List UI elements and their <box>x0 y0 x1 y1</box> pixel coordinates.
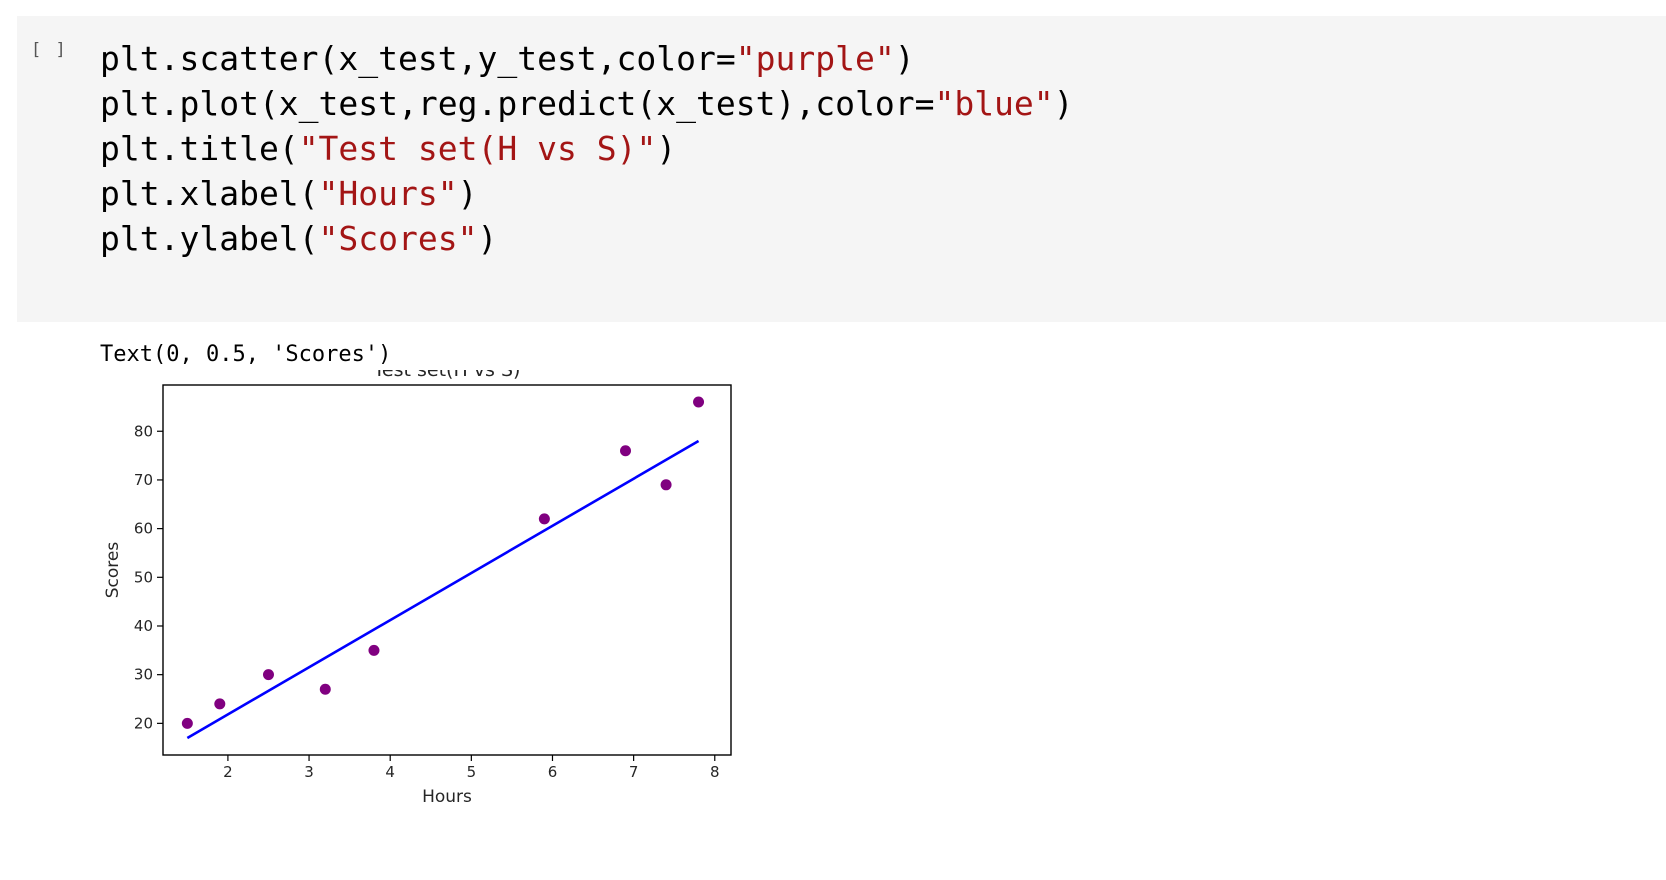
y-tick-label: 60 <box>134 520 153 538</box>
x-axis-label: Hours <box>422 787 472 807</box>
x-tick-label: 2 <box>223 763 233 781</box>
scatter-point <box>620 445 632 457</box>
x-tick-label: 5 <box>467 763 477 781</box>
code-line: plt.title("Test set(H vs S)") <box>100 126 1074 171</box>
y-axis-label: Scores <box>103 542 123 599</box>
code-cell[interactable] <box>17 16 1666 322</box>
scatter-point <box>368 644 380 656</box>
scatter-point <box>538 513 550 525</box>
y-tick-label: 50 <box>134 568 153 586</box>
code-token: ) <box>1053 84 1074 123</box>
code-token: ) <box>656 129 677 168</box>
code-token: plt.plot(x_test,reg.predict(x_test),colo… <box>100 84 935 123</box>
code-token: plt.title( <box>100 129 299 168</box>
string-literal: "Test set(H vs S)" <box>298 129 657 168</box>
y-tick-label: 40 <box>134 617 153 635</box>
cell-output-text: Text(0, 0.5, 'Scores') <box>100 342 392 367</box>
code-line: plt.ylabel("Scores") <box>100 216 1074 261</box>
code-token: ) <box>477 219 498 258</box>
string-literal: "Scores" <box>318 219 478 258</box>
scatter-plot: Test set(H vs S) 2 3 4 5 6 7 8 20 30 40 50 60 70 80 Hou… <box>103 370 732 807</box>
code-token: plt.ylabel( <box>100 219 319 258</box>
code-token: ) <box>894 39 915 78</box>
y-tick-label: 80 <box>134 422 153 440</box>
scatter-point <box>214 698 226 710</box>
code-editor[interactable]: plt.scatter(x_test,y_test,color="purple"… <box>100 36 1074 261</box>
y-tick-label: 70 <box>134 471 153 489</box>
scatter-point <box>262 669 274 681</box>
scatter-point <box>319 683 331 695</box>
code-line: plt.scatter(x_test,y_test,color="purple"… <box>100 36 1074 81</box>
x-tick-label: 6 <box>548 763 558 781</box>
axes-frame <box>162 384 732 756</box>
x-tick-label: 7 <box>629 763 639 781</box>
code-line: plt.plot(x_test,reg.predict(x_test),colo… <box>100 81 1074 126</box>
code-token: ) <box>457 174 478 213</box>
x-tick-label: 4 <box>385 763 395 781</box>
string-literal: "purple" <box>735 39 895 78</box>
code-token: plt.scatter(x_test,y_test,color= <box>100 39 736 78</box>
cell-run-indicator[interactable]: [ ] <box>31 40 68 60</box>
chart-title: Test set(H vs S) <box>373 370 521 381</box>
string-literal: "Hours" <box>318 174 458 213</box>
scatter-point <box>693 396 705 408</box>
code-token: plt.xlabel( <box>100 174 319 213</box>
y-tick-label: 20 <box>134 714 153 732</box>
scatter-point <box>660 479 672 491</box>
string-literal: "blue" <box>934 84 1054 123</box>
x-tick-label: 3 <box>304 763 314 781</box>
y-tick-label: 30 <box>134 666 153 684</box>
code-line: plt.xlabel("Hours") <box>100 171 1074 216</box>
scatter-point <box>181 717 193 729</box>
regression-line <box>186 439 700 740</box>
x-tick-label: 8 <box>710 763 720 781</box>
